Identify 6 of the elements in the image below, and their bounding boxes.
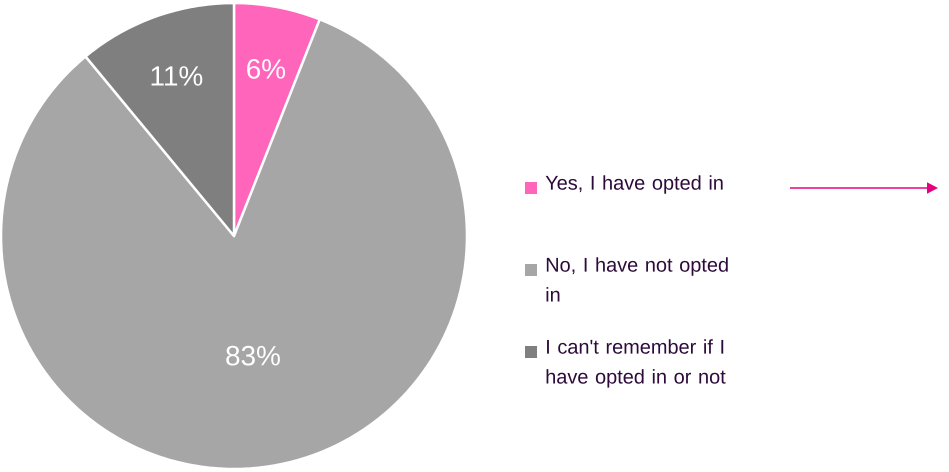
data-label: 6% [247, 59, 286, 79]
legend-label: Yes, I have opted in [546, 175, 723, 194]
legend-label: I can't remember if I have opted in or not [546, 339, 726, 388]
legend-label: No, I have not opted in [546, 257, 728, 302]
data-label: 11% [152, 66, 202, 86]
data-label: 83% [226, 346, 280, 366]
